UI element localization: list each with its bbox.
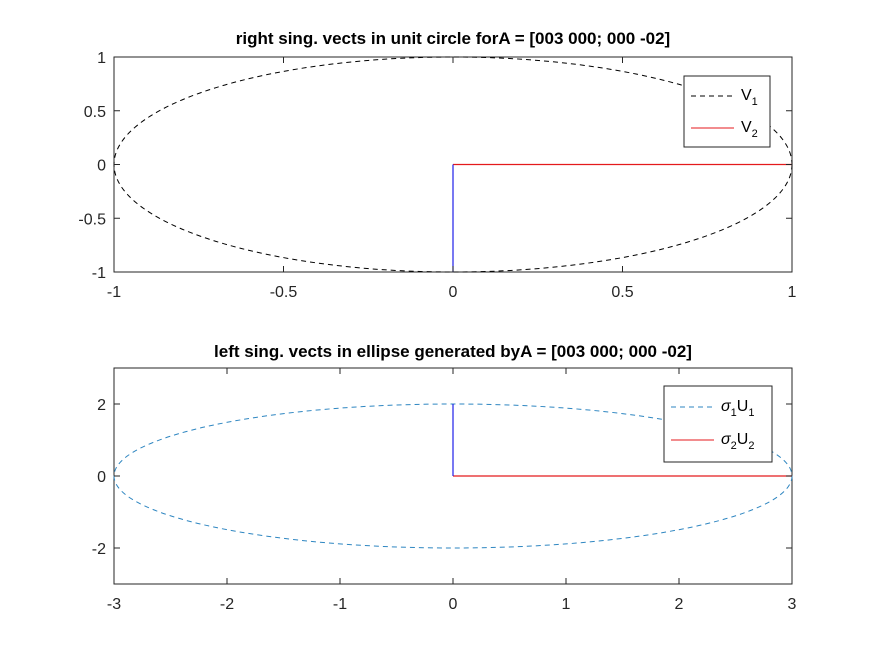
top-legend-box (683, 75, 771, 148)
top-xtick-label: 0 (449, 284, 458, 301)
bottom-plot: left sing. vects in ellipse generated by… (92, 342, 797, 613)
bottom-ytick-label: -2 (92, 541, 106, 558)
top-xtick-label: 1 (788, 284, 797, 301)
bottom-legend-box (663, 385, 773, 463)
top-xtick-label: -1 (107, 284, 121, 301)
top-ytick-label: 0.5 (84, 104, 106, 121)
bottom-legend-label-u2: σ2U2 (721, 431, 754, 452)
top-xtick-label: -0.5 (270, 284, 298, 301)
bottom-plot-legend: σ1U1 σ2U2 (663, 385, 773, 463)
top-legend-label-v1: V1 (741, 87, 758, 108)
bottom-xtick-label: 2 (675, 596, 684, 613)
top-ytick-label: -1 (92, 265, 106, 282)
bottom-xtick-label: -3 (107, 596, 121, 613)
bottom-ytick-label: 2 (97, 397, 106, 414)
top-ytick-label: 0 (97, 158, 106, 175)
top-ytick-label: -0.5 (78, 211, 106, 228)
top-ytick-label: 1 (97, 50, 106, 67)
bottom-legend-label-u1: σ1U1 (721, 398, 754, 419)
bottom-plot-title: left sing. vects in ellipse generated by… (214, 342, 692, 361)
top-xtick-label: 0.5 (611, 284, 633, 301)
bottom-xtick-label: -1 (333, 596, 347, 613)
bottom-xtick-label: 0 (449, 596, 458, 613)
bottom-xtick-label: 3 (788, 596, 797, 613)
bottom-ytick-label: 0 (97, 469, 106, 486)
bottom-xtick-label: 1 (562, 596, 571, 613)
top-plot-title: right sing. vects in unit circle forA = … (236, 29, 670, 48)
top-plot: right sing. vects in unit circle forA = … (78, 29, 796, 301)
bottom-xtick-label: -2 (220, 596, 234, 613)
top-plot-legend: V1 V2 (683, 75, 771, 148)
top-legend-label-v2: V2 (741, 119, 758, 140)
